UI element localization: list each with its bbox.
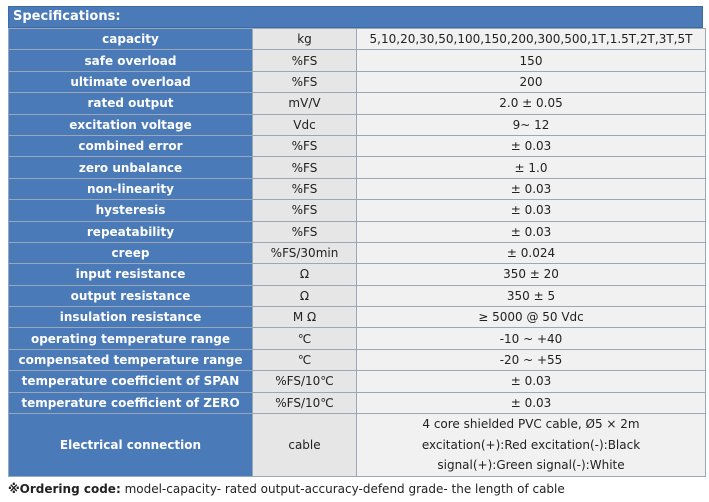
spec-unit: mV/V	[252, 92, 357, 115]
spec-value: ± 0.024	[356, 241, 706, 265]
spec-value: ± 0.03	[356, 370, 706, 393]
spec-value: 2.0 ± 0.05	[356, 92, 706, 115]
spec-value: -10 ~ +40	[356, 327, 706, 350]
spec-unit: %FS	[252, 177, 357, 201]
spec-unit: Ω	[252, 263, 357, 286]
spec-unit: %FS	[252, 156, 357, 179]
ordering-code-note: ※Ordering code: model-capacity- rated ou…	[8, 482, 565, 496]
spec-row: compensated temperature range ℃ -20 ~ +55	[8, 348, 706, 372]
spec-sheet: Specifications: capacity kg 5,10,20,30,50,…	[8, 6, 706, 478]
spec-param: hysteresis	[8, 199, 253, 222]
spec-param: non-linearity	[8, 177, 253, 201]
spec-row: repeatability %FS ± 0.03	[8, 220, 706, 243]
spec-row: capacity kg 5,10,20,30,50,100,150,200,300,…	[8, 27, 706, 51]
spec-row: ultimate overload %FS 200	[8, 70, 706, 94]
spec-value: ± 1.0	[356, 156, 706, 179]
spec-unit: %FS	[252, 49, 357, 72]
spec-value: ± 0.03	[356, 391, 706, 415]
spec-value: ± 0.03	[356, 177, 706, 201]
spec-param: temperature coefficient of SPAN	[8, 370, 253, 393]
spec-param: capacity	[8, 27, 253, 51]
spec-unit: %FS	[252, 199, 357, 222]
spec-value: 350 ± 5	[356, 284, 706, 308]
spec-param: output resistance	[8, 284, 253, 308]
spec-value: ≥ 5000 @ 50 Vdc	[356, 306, 706, 329]
spec-row: output resistance Ω 350 ± 5	[8, 284, 706, 308]
spec-row: excitation voltage Vdc 9~ 12	[8, 113, 706, 136]
electrical-connection-unit: cable	[252, 413, 357, 478]
electrical-connection-value: 4 core shielded PVC cable, Ø5 × 2m excit…	[356, 413, 706, 478]
spec-row: input resistance Ω 350 ± 20	[8, 263, 706, 286]
cable-spec-line: 4 core shielded PVC cable, Ø5 × 2m	[422, 417, 640, 432]
wiring-excitation-line: excitation(+):Red excitation(-):Black	[421, 437, 641, 452]
spec-param: input resistance	[8, 263, 253, 286]
spec-row: creep %FS/30min ± 0.024	[8, 241, 706, 265]
spec-unit: Ω	[252, 284, 357, 308]
spec-unit: ℃	[252, 327, 357, 350]
spec-value: 150	[356, 49, 706, 72]
spec-param: temperature coefficient of ZERO	[8, 391, 253, 415]
spec-param: combined error	[8, 134, 253, 158]
spec-header: Specifications:	[8, 6, 703, 28]
ordering-code-text: model-capacity- rated output-accuracy-de…	[120, 482, 565, 496]
spec-param: operating temperature range	[8, 327, 253, 350]
spec-value: 350 ± 20	[356, 263, 706, 286]
spec-row: rated output mV/V 2.0 ± 0.05	[8, 92, 706, 115]
spec-row: temperature coefficient of ZERO %FS/10℃ ± …	[8, 391, 706, 415]
spec-value: ± 0.03	[356, 199, 706, 222]
spec-row: non-linearity %FS ± 0.03	[8, 177, 706, 201]
spec-unit: %FS	[252, 134, 357, 158]
spec-unit: %FS	[252, 70, 357, 94]
spec-param: safe overload	[8, 49, 253, 72]
spec-unit: kg	[252, 27, 357, 51]
spec-value: 200	[356, 70, 706, 94]
spec-param: insulation resistance	[8, 306, 253, 329]
ordering-code-label: ※Ordering code:	[8, 482, 121, 496]
spec-row: zero unbalance %FS ± 1.0	[8, 156, 706, 179]
spec-value: ± 0.03	[356, 220, 706, 243]
spec-param: compensated temperature range	[8, 348, 253, 372]
spec-table-body: capacity kg 5,10,20,30,50,100,150,200,300,…	[8, 27, 706, 478]
spec-value: 9~ 12	[356, 113, 706, 136]
spec-value: -20 ~ +55	[356, 348, 706, 372]
electrical-connection-row: Electrical connection cable 4 core shiel…	[8, 413, 706, 478]
spec-value: ± 0.03	[356, 134, 706, 158]
spec-row: insulation resistance M Ω ≥ 5000 @ 50 Vdc	[8, 306, 706, 329]
spec-unit: %FS/10℃	[252, 370, 357, 393]
spec-unit: Vdc	[252, 113, 357, 136]
spec-row: temperature coefficient of SPAN %FS/10℃ ± …	[8, 370, 706, 393]
spec-param: creep	[8, 241, 253, 265]
spec-param: excitation voltage	[8, 113, 253, 136]
spec-unit: %FS	[252, 220, 357, 243]
spec-row: combined error %FS ± 0.03	[8, 134, 706, 158]
spec-row: safe overload %FS 150	[8, 49, 706, 72]
wiring-signal-line: signal(+):Green signal(-):White	[437, 458, 625, 473]
spec-param: rated output	[8, 92, 253, 115]
spec-table: capacity kg 5,10,20,30,50,100,150,200,300,…	[8, 27, 706, 478]
spec-unit: %FS/10℃	[252, 391, 357, 415]
spec-param: ultimate overload	[8, 70, 253, 94]
electrical-connection-label: Electrical connection	[8, 413, 253, 478]
spec-row: hysteresis %FS ± 0.03	[8, 199, 706, 222]
spec-param: repeatability	[8, 220, 253, 243]
spec-param: zero unbalance	[8, 156, 253, 179]
spec-unit: %FS/30min	[252, 241, 357, 265]
spec-unit: M Ω	[252, 306, 357, 329]
spec-unit: ℃	[252, 348, 357, 372]
spec-value: 5,10,20,30,50,100,150,200,300,500,1T,1.5…	[356, 27, 706, 51]
spec-row: operating temperature range ℃ -10 ~ +40	[8, 327, 706, 350]
